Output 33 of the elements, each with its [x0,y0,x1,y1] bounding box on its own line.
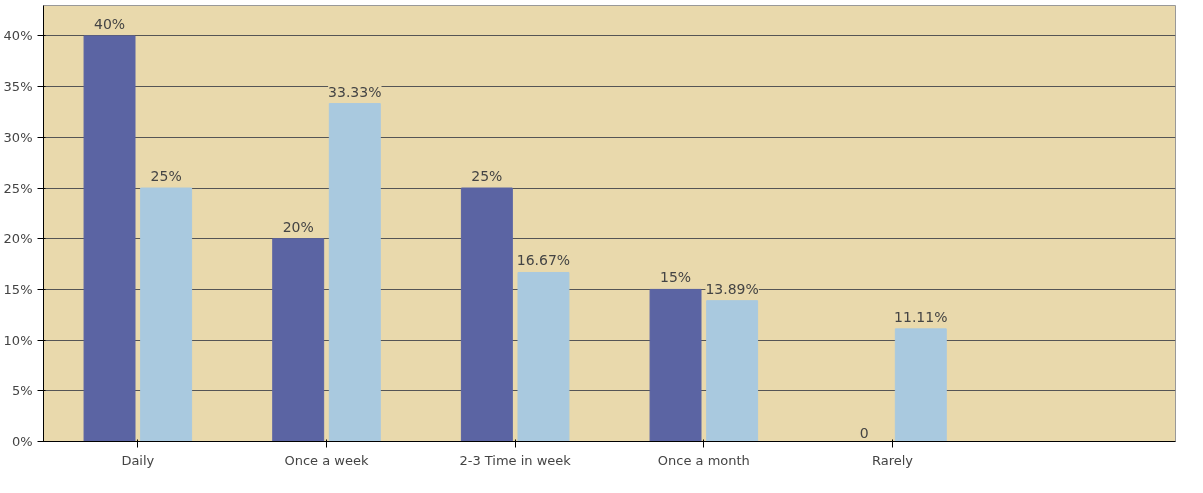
x-tick-label: Daily [121,452,155,468]
bar [649,288,702,442]
x-tick-label: Once a month [657,452,750,468]
data-label: 0 [859,424,869,441]
data-label: 20% [282,218,314,235]
y-tick-label: 30% [3,129,33,145]
bar [140,187,193,442]
data-label: 33.33% [328,83,382,100]
y-tick-label: 20% [3,231,33,247]
y-tick-label: 25% [3,180,33,196]
y-tick-label: 0% [11,434,33,449]
data-label: 13.89% [705,280,759,297]
data-label: 15% [659,269,692,286]
data-label: 16.67% [516,252,571,269]
bar [706,300,759,442]
data-label: 11.11% [894,308,948,325]
bar [517,271,570,442]
bar [894,328,947,442]
data-label: 40% [93,15,126,32]
data-label: 25% [471,168,503,185]
x-tick-label: Once a week [284,452,369,468]
data-label: 25% [150,168,182,185]
bar [460,187,513,442]
y-tick-label: 5% [11,383,33,399]
bar [83,35,136,442]
y-tick-label: 40% [3,28,33,44]
x-tick-label: 2-3 Time in week [459,452,572,468]
y-tick-label: 15% [3,281,33,297]
y-tick-label: 35% [3,79,33,95]
x-tick-label: Rarely [871,452,914,468]
bar [272,238,325,442]
y-tick-label: 10% [3,332,33,348]
bar [328,103,381,442]
